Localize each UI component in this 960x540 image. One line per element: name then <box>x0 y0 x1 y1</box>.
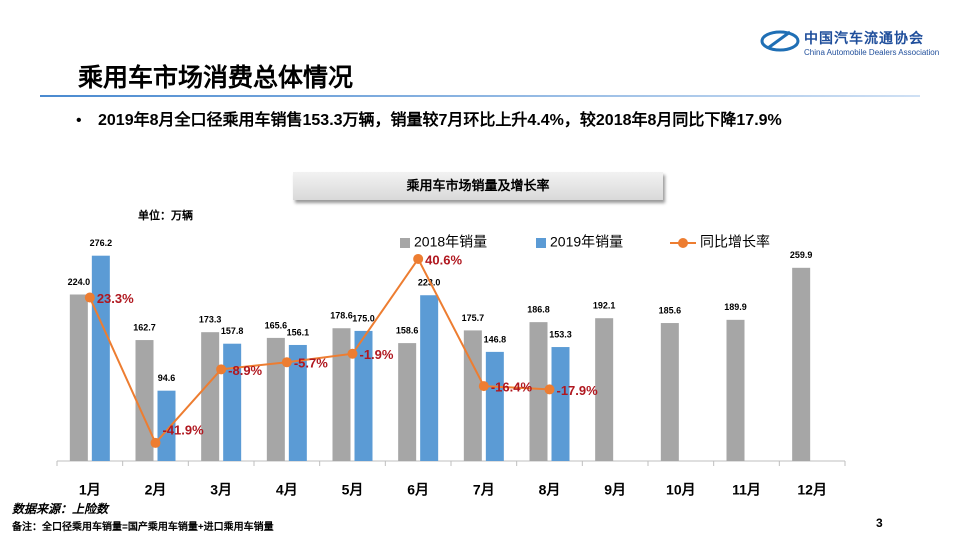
bar <box>266 337 285 461</box>
growth-line <box>88 257 550 445</box>
x-tick-label: 4月 <box>276 482 298 498</box>
x-tick-label: 8月 <box>539 482 561 498</box>
growth-point <box>216 364 227 375</box>
bar-value-label: 162.7 <box>133 322 156 332</box>
growth-point <box>478 381 489 392</box>
bar-value-label: 156.1 <box>287 327 310 337</box>
bar <box>223 343 242 461</box>
bar <box>726 319 745 461</box>
bar-value-label: 185.6 <box>659 305 682 315</box>
logo-icon <box>760 30 800 52</box>
bar <box>157 390 176 461</box>
bar-value-label: 192.1 <box>593 301 616 311</box>
legend-label: 同比增长率 <box>700 234 770 250</box>
bar-value-label: 94.6 <box>158 373 176 383</box>
growth-point <box>84 292 95 303</box>
growth-label: -8.9% <box>228 363 262 378</box>
bar-value-label: 259.9 <box>790 250 813 260</box>
growth-label: -41.9% <box>163 422 205 437</box>
bar <box>792 267 811 461</box>
slide-title: 乘用车市场消费总体情况 <box>78 64 354 92</box>
bar <box>398 343 417 461</box>
bar-value-label: 158.6 <box>396 325 419 335</box>
bar-value-label: 175.7 <box>462 313 485 323</box>
growth-point <box>281 357 292 368</box>
legend-marker <box>678 238 688 248</box>
bar-value-label: 186.8 <box>527 305 550 315</box>
growth-point <box>347 348 358 359</box>
bar <box>201 332 220 461</box>
bar-value-label: 146.8 <box>484 334 507 344</box>
growth-point <box>150 437 161 448</box>
bar <box>332 328 351 461</box>
legend-label: 2019年销量 <box>550 234 623 250</box>
x-tick-label: 6月 <box>407 482 429 498</box>
legend-label: 2018年销量 <box>414 234 487 250</box>
bar <box>529 322 548 461</box>
title-rule <box>40 95 920 97</box>
bar <box>288 344 307 461</box>
growth-label: -17.9% <box>557 383 599 398</box>
bar-value-label: 178.6 <box>330 311 353 321</box>
bar-value-label: 224.0 <box>68 277 91 287</box>
legend-swatch <box>536 238 546 248</box>
x-tick-label: 3月 <box>210 482 232 498</box>
growth-label: -5.7% <box>294 356 328 371</box>
growth-label: 23.3% <box>97 291 134 306</box>
legend-swatch <box>400 238 410 248</box>
x-tick-label: 2月 <box>145 482 167 498</box>
bar-value-label: 223.0 <box>418 278 441 288</box>
growth-point <box>413 253 424 264</box>
unit-label: 单位：万辆 <box>138 210 193 222</box>
growth-point <box>544 384 555 395</box>
growth-label: 40.6% <box>425 252 462 267</box>
note: 备注：全口径乘用车销量=国产乘用车销量+进口乘用车销量 <box>12 522 274 533</box>
bar <box>463 330 482 461</box>
bar-value-label: 153.3 <box>549 329 572 339</box>
bar <box>485 351 504 461</box>
bar <box>354 330 373 461</box>
source: 数据来源：上险数 <box>12 502 109 516</box>
growth-label: -16.4% <box>491 380 533 395</box>
bar <box>420 295 439 461</box>
bar-value-label: 157.8 <box>221 326 244 336</box>
x-tick-label: 7月 <box>473 482 495 498</box>
bar <box>91 255 110 461</box>
bar-value-label: 276.2 <box>90 238 113 248</box>
x-tick-label: 1月 <box>79 482 101 498</box>
bar-value-label: 175.0 <box>352 313 375 323</box>
logo: 中国汽车流通协会 China Automobile Dealers Associ… <box>760 22 940 62</box>
chart-title: 乘用车市场销量及增长率 <box>293 172 663 200</box>
bullet-dot: • <box>76 112 82 129</box>
bar <box>660 323 679 461</box>
bullet-text: 2019年8月全口径乘用车销售153.3万辆，销量较7月环比上升4.4%，较20… <box>98 112 782 129</box>
x-tick-label: 5月 <box>342 482 364 498</box>
logo-cn: 中国汽车流通协会 <box>804 30 924 46</box>
bar-value-label: 189.9 <box>724 302 747 312</box>
x-tick-label: 9月 <box>604 482 626 498</box>
x-tick-label: 10月 <box>666 482 696 498</box>
bar-value-label: 165.6 <box>265 320 288 330</box>
logo-en: China Automobile Dealers Association <box>804 48 940 57</box>
page-number: 3 <box>876 516 883 530</box>
growth-label: -1.9% <box>360 347 394 362</box>
bar <box>551 347 570 461</box>
bar-value-label: 173.3 <box>199 315 222 325</box>
bar <box>595 318 614 461</box>
x-tick-label: 11月 <box>732 482 761 498</box>
x-tick-label: 12月 <box>797 482 827 498</box>
bar <box>69 294 88 461</box>
